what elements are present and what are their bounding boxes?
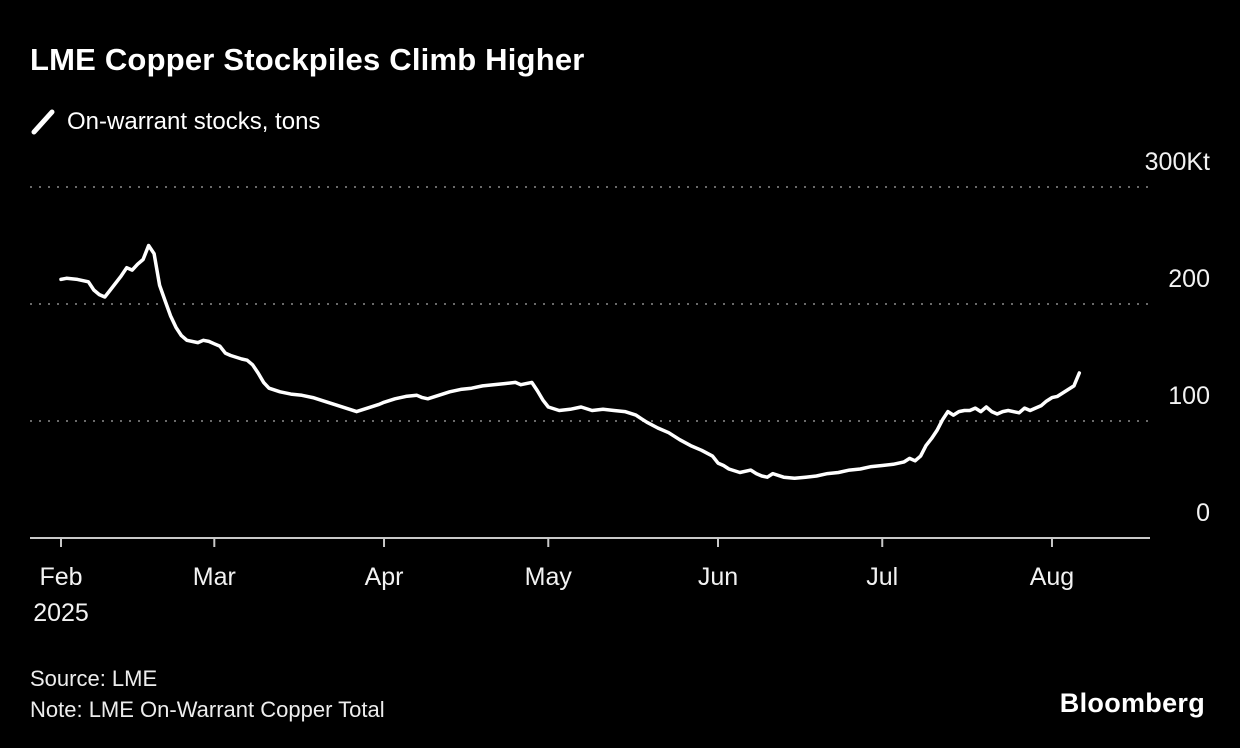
chart-title: LME Copper Stockpiles Climb Higher [30,42,585,77]
x-axis-label: Jul [866,563,898,591]
bloomberg-logo: Bloomberg [1059,688,1205,718]
source-text: Source: LME [30,666,158,691]
x-axis-label: Aug [1030,563,1074,591]
x-axis-year-label: 2025 [33,599,89,627]
x-axis-label: Jun [698,563,738,591]
y-axis-label: 100 [1168,382,1210,410]
line-series-marker-icon [30,109,56,135]
x-axis-label: Mar [193,563,236,591]
y-axis-label: 200 [1168,265,1210,293]
x-axis-label: Apr [365,563,404,591]
x-axis-label: Feb [39,563,82,591]
legend: On-warrant stocks, tons [30,108,320,136]
legend-label: On-warrant stocks, tons [67,108,321,135]
stocks-line-series [59,243,1082,481]
x-axis-label: May [525,563,573,591]
y-axis-label: 300Kt [1145,148,1210,176]
note-text: Note: LME On-Warrant Copper Total [30,697,385,722]
y-axis-label: 0 [1196,499,1210,527]
